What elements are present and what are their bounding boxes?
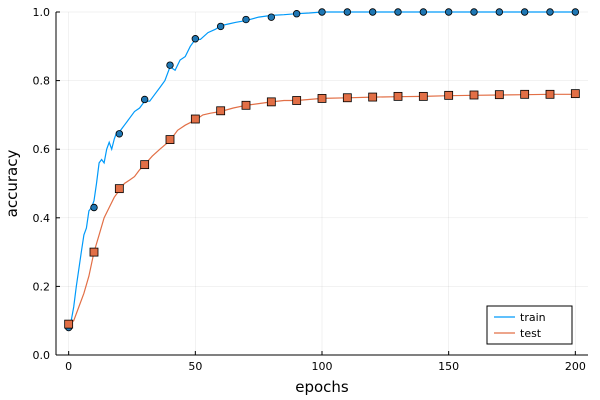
data-point-test [165,135,175,144]
data-point-test [570,89,580,99]
data-point-test [190,114,200,124]
data-point-train [368,8,377,16]
data-point-test [469,90,479,100]
data-point-train [318,8,326,16]
data-point-test [89,247,99,257]
data-point-test [114,184,124,194]
data-point-train [343,8,352,16]
y-tick-label: 0.4 [33,212,51,225]
data-point-train [140,95,149,104]
data-point-test [266,97,276,107]
data-point-test [494,90,504,100]
series [64,8,580,332]
data-point-test [317,94,327,103]
data-point-test [368,92,378,102]
tick-labels: 0 50 100 150 200 0.0 0.2 0.4 0.6 0.8 1.0 [33,6,586,373]
data-point-test [216,106,226,116]
data-point-test [418,91,428,101]
x-axis-title: epochs [295,378,349,396]
data-point-train [267,13,276,21]
legend-box [486,305,573,345]
data-point-train [166,61,174,69]
data-point-train [520,8,529,16]
data-point-train [495,8,504,16]
data-point-train [546,8,554,16]
y-tick-label: 0.6 [33,143,51,156]
data-point-test [444,90,454,100]
data-point-train [470,8,478,16]
data-point-test [520,89,530,99]
x-tick-label: 150 [438,360,459,373]
data-point-train [292,10,301,18]
data-point-train [242,15,250,24]
y-tick-label: 0.0 [33,349,51,362]
data-point-train [115,130,124,138]
data-point-train [419,8,428,16]
data-point-test [241,100,251,110]
data-point-train [394,8,402,16]
data-point-train [90,203,98,212]
x-tick-label: 50 [188,360,202,373]
y-axis-title: accuracy [3,150,21,218]
legend: train test [486,305,573,345]
grid [56,11,588,356]
data-point-train [216,22,225,31]
legend-label-test: test [520,327,542,340]
series-line-train [68,11,576,328]
x-tick-label: 200 [565,360,586,373]
data-point-test [393,91,403,101]
data-point-test [140,160,150,170]
data-point-test [342,93,352,103]
y-tick-label: 0.2 [33,280,51,293]
y-tick-label: 0.8 [33,75,51,88]
data-point-test [64,319,74,329]
data-point-train [571,8,580,16]
legend-label-train: train [520,311,546,324]
data-point-train [191,35,200,43]
y-tick-label: 1.0 [33,6,51,19]
data-point-test [292,96,302,105]
x-tick-label: 100 [312,360,333,373]
data-point-test [545,89,555,99]
data-point-train [444,8,453,16]
x-tick-label: 0 [65,360,72,373]
